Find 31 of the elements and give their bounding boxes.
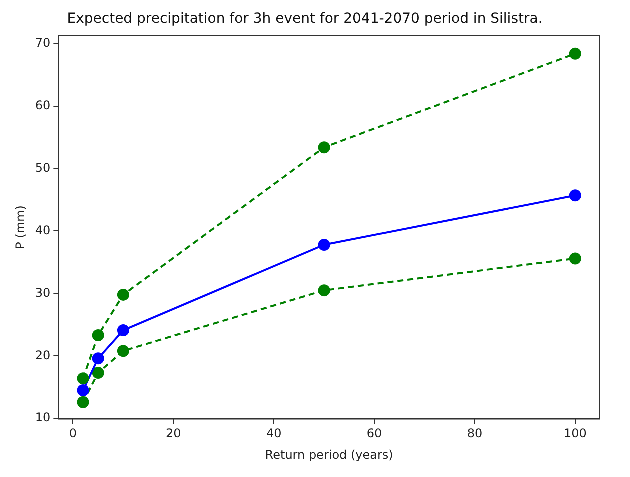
point [92,330,104,342]
point [569,48,582,60]
point [77,372,90,385]
point [569,252,582,265]
point [77,384,90,396]
x-tick-label: 100 [564,426,587,441]
point [92,352,104,365]
y-tick-label: 50 [35,160,51,175]
point [318,142,330,154]
x-tick-label: 80 [467,426,483,441]
point [117,345,130,358]
x-tick-label: 0 [69,426,78,441]
x-tick-label: 20 [166,426,182,441]
y-tick-label: 10 [35,410,51,425]
point [318,284,330,297]
x-axis-title: Return period (years) [265,448,394,462]
y-tick-label: 60 [35,98,51,112]
point [77,396,90,408]
point [318,238,330,251]
x-tick-label: 40 [266,426,282,441]
point [92,366,104,379]
y-tick-label: 40 [35,223,51,238]
point [117,324,130,337]
chart-title: Expected precipitation for 3h event for 2041-2070 period in Silistra. [67,11,543,28]
y-tick-label: 30 [35,286,51,300]
x-tick-label: 60 [366,426,382,441]
y-tick-label: 20 [35,348,51,362]
y-tick-label: 70 [35,36,51,50]
point [569,190,582,202]
y-axis-title: P (mm) [13,206,28,250]
point [117,288,130,301]
